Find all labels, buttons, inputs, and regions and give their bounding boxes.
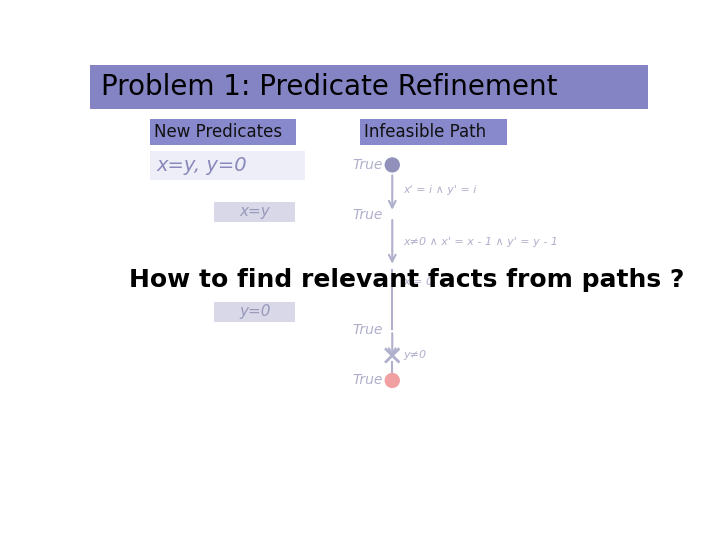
FancyBboxPatch shape (90, 65, 648, 110)
Text: Infeasible Path: Infeasible Path (364, 123, 486, 141)
Text: True: True (353, 158, 383, 172)
Text: x≠0 ∧ x' = x - 1 ∧ y' = y - 1: x≠0 ∧ x' = x - 1 ∧ y' = y - 1 (403, 237, 558, 247)
Text: True: True (353, 374, 383, 388)
Circle shape (385, 374, 399, 387)
FancyBboxPatch shape (150, 119, 296, 145)
FancyBboxPatch shape (360, 119, 507, 145)
Text: x' = i ∧ y' = i: x' = i ∧ y' = i (403, 185, 477, 195)
FancyBboxPatch shape (150, 151, 305, 180)
Text: x = 0: x = 0 (403, 276, 433, 287)
Text: How to find relevant facts from paths ?: How to find relevant facts from paths ? (129, 268, 684, 292)
Text: True: True (353, 208, 383, 222)
FancyBboxPatch shape (214, 302, 295, 322)
Text: True: True (353, 323, 383, 338)
FancyBboxPatch shape (214, 202, 295, 222)
Text: y≠0: y≠0 (403, 350, 426, 361)
Text: x=y: x=y (239, 204, 270, 219)
Text: Problem 1: Predicate Refinement: Problem 1: Predicate Refinement (101, 73, 557, 101)
Text: y=0: y=0 (239, 305, 271, 320)
Text: New Predicates: New Predicates (154, 123, 282, 141)
Text: x=y, y=0: x=y, y=0 (157, 156, 247, 175)
Circle shape (385, 158, 399, 172)
